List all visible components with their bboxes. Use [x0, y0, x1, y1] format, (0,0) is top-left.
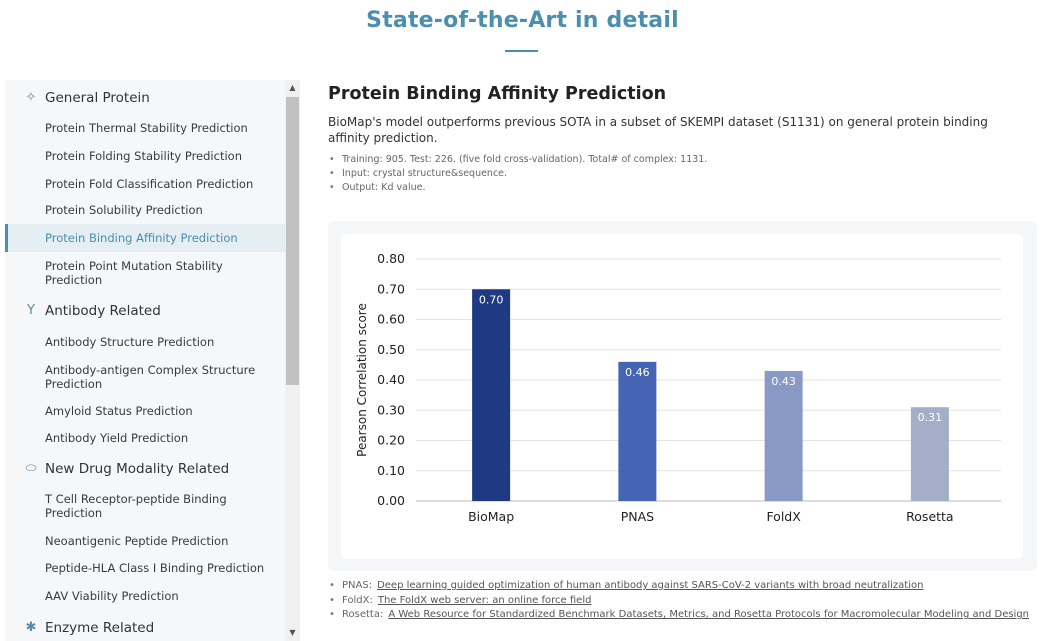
reference-pnas: PNAS: Deep learning guided optimization o… — [328, 579, 1038, 594]
bullet-output: Output: Kd value. — [328, 181, 1018, 195]
scroll-up-arrow-icon[interactable]: ▲ — [289, 83, 296, 92]
reference-foldx: FoldX: The FoldX web server: an online fo… — [328, 594, 1038, 609]
bar — [472, 289, 511, 501]
x-tick-label: Rosetta — [906, 509, 953, 524]
sidebar-item-label: Neoantigenic Peptide Prediction — [45, 534, 229, 548]
scroll-thumb[interactable] — [286, 97, 299, 385]
sidebar-item-label: Protein Solubility Prediction — [45, 203, 203, 217]
sidebar-scrollbar[interactable]: ▲ ▼ — [285, 80, 300, 641]
bar-chart: 0.00 0.10 0.20 0.30 0.40 0.50 0.60 0.70 0.80 Pear… — [355, 251, 1001, 524]
sidebar-item-label: Protein Folding Stability Prediction — [45, 149, 242, 163]
reference-link[interactable]: The FoldX web server: an online force fi… — [377, 594, 592, 606]
section-label: Enzyme Related — [45, 620, 155, 636]
reference-link[interactable]: A Web Resource for Standardized Benchmar… — [388, 609, 1030, 620]
sidebar-item-peptide-hla[interactable]: Peptide-HLA Class I Binding Prediction — [5, 558, 285, 578]
pill-icon: ⬭ — [25, 461, 37, 476]
sidebar-item-aav-viability[interactable]: AAV Viability Prediction — [5, 586, 285, 606]
section-general-protein[interactable]: ✧ General Protein — [5, 86, 285, 110]
y-tick-label: 0.40 — [377, 372, 405, 387]
sidebar-item-label: Protein Fold Classification Prediction — [45, 177, 254, 191]
section-label: General Protein — [45, 90, 150, 106]
y-tick-label: 0.00 — [377, 493, 405, 508]
sidebar-item-folding-stability[interactable]: Protein Folding Stability Prediction — [5, 146, 285, 166]
sidebar-item-thermal-stability[interactable]: Protein Thermal Stability Prediction — [5, 118, 285, 138]
y-tick-label: 0.50 — [377, 342, 405, 357]
sidebar-item-antibody-structure[interactable]: Antibody Structure Prediction — [5, 332, 285, 352]
section-new-drug-modality[interactable]: ⬭ New Drug Modality Related — [5, 457, 285, 481]
sidebar-item-neoantigenic-peptide[interactable]: Neoantigenic Peptide Prediction — [5, 531, 285, 551]
sidebar-item-tcr-peptide[interactable]: T Cell Receptor-peptide Binding Predicti… — [5, 491, 285, 521]
bar-value-label: 0.31 — [918, 411, 943, 424]
detail-bullets: Training: 905. Test: 226. (five fold cro… — [328, 153, 1018, 195]
sidebar-item-solubility[interactable]: Protein Solubility Prediction — [5, 200, 285, 220]
y-tick-label: 0.80 — [377, 251, 405, 266]
section-title: Protein Binding Affinity Prediction — [328, 84, 667, 104]
section-label: New Drug Modality Related — [45, 461, 230, 477]
y-tick-label: 0.70 — [377, 281, 405, 296]
sidebar-item-label: AAV Viability Prediction — [45, 589, 179, 603]
scroll-down-arrow-icon[interactable]: ▼ — [289, 628, 296, 637]
sidebar-item-antibody-antigen-complex[interactable]: Antibody-antigen Complex Structure Predi… — [5, 362, 285, 392]
sidebar-item-antibody-yield[interactable]: Antibody Yield Prediction — [5, 428, 285, 448]
y-tick-label: 0.60 — [377, 312, 405, 327]
sidebar-item-label: Protein Binding Affinity Prediction — [45, 231, 238, 245]
reference-name: Rosetta: — [342, 609, 384, 620]
sidebar: ✧ General Protein Protein Thermal Stabil… — [5, 80, 300, 641]
sidebar-item-amyloid-status[interactable]: Amyloid Status Prediction — [5, 401, 285, 421]
sidebar-item-label: Protein Thermal Stability Prediction — [45, 121, 248, 135]
reference-name: FoldX: — [342, 594, 373, 606]
bar — [764, 370, 803, 501]
y-axis-label: Pearson Correlation score — [355, 303, 369, 457]
page-title: State-of-the-Art in detail — [366, 8, 679, 33]
sidebar-item-label: Antibody Structure Prediction — [45, 335, 215, 349]
sidebar-item-fold-classification[interactable]: Protein Fold Classification Prediction — [5, 174, 285, 194]
title-underline — [505, 50, 538, 52]
enzyme-icon: ✱ — [25, 620, 37, 635]
bullet-input: Input: crystal structure&sequence. — [328, 167, 1018, 181]
sidebar-item-binding-affinity[interactable]: Protein Binding Affinity Prediction — [5, 224, 285, 252]
section-description: BioMap's model outperforms previous SOTA… — [328, 115, 988, 145]
reference-name: PNAS: — [342, 580, 373, 591]
chart-card — [341, 234, 1023, 559]
protein-icon: ✧ — [25, 90, 37, 105]
bullet-training: Training: 905. Test: 226. (five fold cro… — [328, 153, 1018, 167]
bar-value-label: 0.70 — [479, 293, 504, 306]
x-tick-label: FoldX — [766, 509, 801, 524]
section-antibody-related[interactable]: Y Antibody Related — [5, 299, 285, 323]
bar — [618, 361, 657, 501]
reference-rosetta: Rosetta: A Web Resource for Standardized … — [328, 608, 1038, 623]
y-tick-label: 0.20 — [377, 433, 405, 448]
bar — [910, 407, 949, 501]
section-label: Antibody Related — [45, 303, 161, 319]
x-tick-label: PNAS — [621, 509, 654, 524]
section-enzyme-related[interactable]: ✱ Enzyme Related — [5, 616, 285, 640]
sidebar-item-label: Antibody Yield Prediction — [45, 431, 189, 445]
reference-link[interactable]: Deep learning guided optimization of hum… — [377, 580, 924, 591]
antibody-icon: Y — [27, 303, 35, 318]
sidebar-item-point-mutation[interactable]: Protein Point Mutation Stability Predict… — [5, 258, 285, 288]
sidebar-item-label: Protein Point Mutation Stability Predict… — [45, 259, 223, 287]
sidebar-item-label: Amyloid Status Prediction — [45, 404, 193, 418]
y-tick-label: 0.10 — [377, 463, 405, 478]
x-tick-label: BioMap — [468, 509, 514, 524]
sidebar-item-label: Peptide-HLA Class I Binding Prediction — [45, 561, 265, 575]
bar-value-label: 0.46 — [625, 366, 650, 379]
sidebar-item-label: Antibody-antigen Complex Structure Predi… — [45, 363, 256, 391]
sidebar-item-label: T Cell Receptor-peptide Binding Predicti… — [45, 492, 227, 520]
references: PNAS: Deep learning guided optimization o… — [328, 579, 1038, 623]
y-tick-label: 0.30 — [377, 402, 405, 417]
bar-value-label: 0.43 — [771, 375, 796, 388]
